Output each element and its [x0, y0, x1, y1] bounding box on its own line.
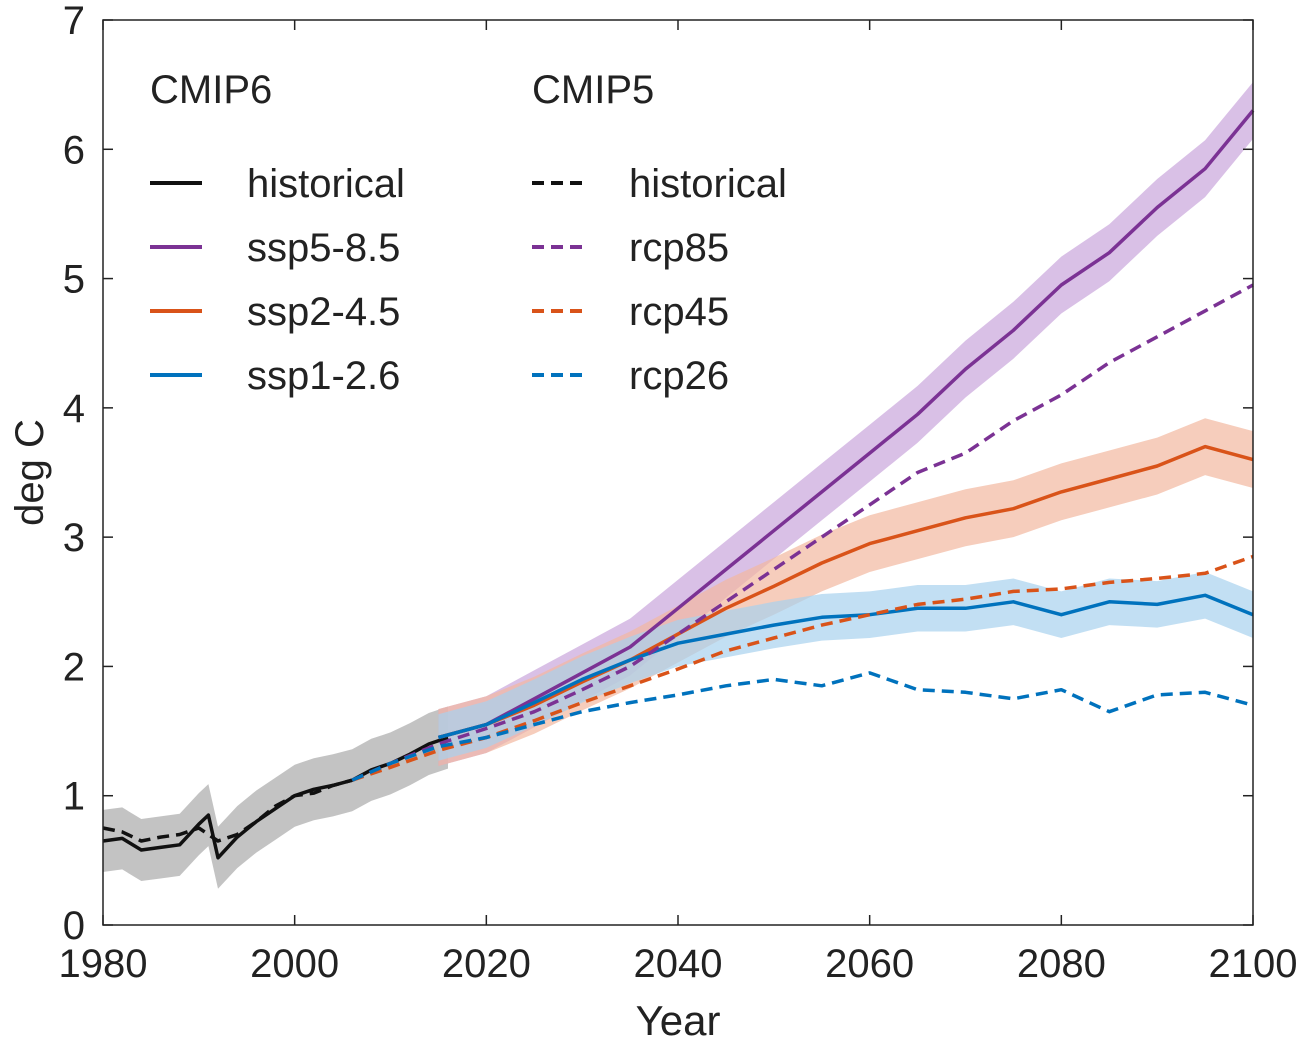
legend-group-label-cmip5: CMIP5 [532, 68, 654, 112]
legend-label-cmip5-rcp45: rcp45 [629, 290, 729, 334]
band-cmip6-ssp1-2-6 [438, 572, 1253, 761]
y-tick-label-2: 2 [63, 645, 85, 689]
band-cmip6-ssp2-4-5 [438, 418, 1253, 766]
x-tick-label-2060: 2060 [825, 942, 914, 986]
y-tick-label-6: 6 [63, 128, 85, 172]
legend-label-cmip5-rcp26: rcp26 [629, 354, 729, 398]
x-tick-label-2000: 2000 [250, 942, 339, 986]
legend-label-cmip6-ssp1-2-6: ssp1-2.6 [247, 354, 400, 398]
line-cmip6-ssp2-4-5 [437, 444, 1254, 740]
legend-group-label-cmip6: CMIP6 [150, 68, 272, 112]
band-cmip6-historical [103, 706, 448, 889]
line-cmip6-ssp1-2-6 [437, 593, 1254, 740]
x-tick-label-2100: 2100 [1209, 942, 1298, 986]
y-tick-label-7: 7 [63, 0, 85, 43]
legend: CMIP6 CMIP5 historical ssp5-8.5 ssp2-4.5 ss… [150, 68, 787, 398]
legend-label-cmip6-historical: historical [247, 162, 405, 206]
line-cmip5-rcp85 [351, 283, 1254, 782]
legend-label-cmip5-rcp85: rcp85 [629, 226, 729, 270]
y-tick-label-0: 0 [63, 904, 85, 948]
series-lines [102, 109, 1255, 860]
x-axis-label: Year [636, 997, 721, 1044]
y-tick-label-1: 1 [63, 775, 85, 819]
legend-label-cmip6-ssp2-4-5: ssp2-4.5 [247, 290, 400, 334]
legend-label-cmip6-ssp5-8-5: ssp5-8.5 [247, 226, 400, 270]
line-cmip6-ssp5-8-5 [437, 109, 1255, 740]
x-tick-label-2080: 2080 [1017, 942, 1106, 986]
legend-label-cmip5-historical: historical [629, 162, 787, 206]
x-tick-label-2020: 2020 [442, 942, 531, 986]
y-tick-label-4: 4 [63, 387, 85, 431]
y-axis-label: deg C [8, 419, 52, 526]
y-tick-label-3: 3 [63, 516, 85, 560]
axis-ticks: 1980 2000 2020 2040 2060 2080 2100 0 1 2 3 4 5 6 7 [59, 0, 1298, 986]
x-tick-label-2040: 2040 [634, 942, 723, 986]
line-cmip5-historical [102, 778, 353, 843]
uncertainty-bands [103, 82, 1253, 889]
x-tick-label-1980: 1980 [59, 942, 148, 986]
y-tick-label-5: 5 [63, 258, 85, 302]
line-cmip5-rcp26 [351, 671, 1254, 782]
